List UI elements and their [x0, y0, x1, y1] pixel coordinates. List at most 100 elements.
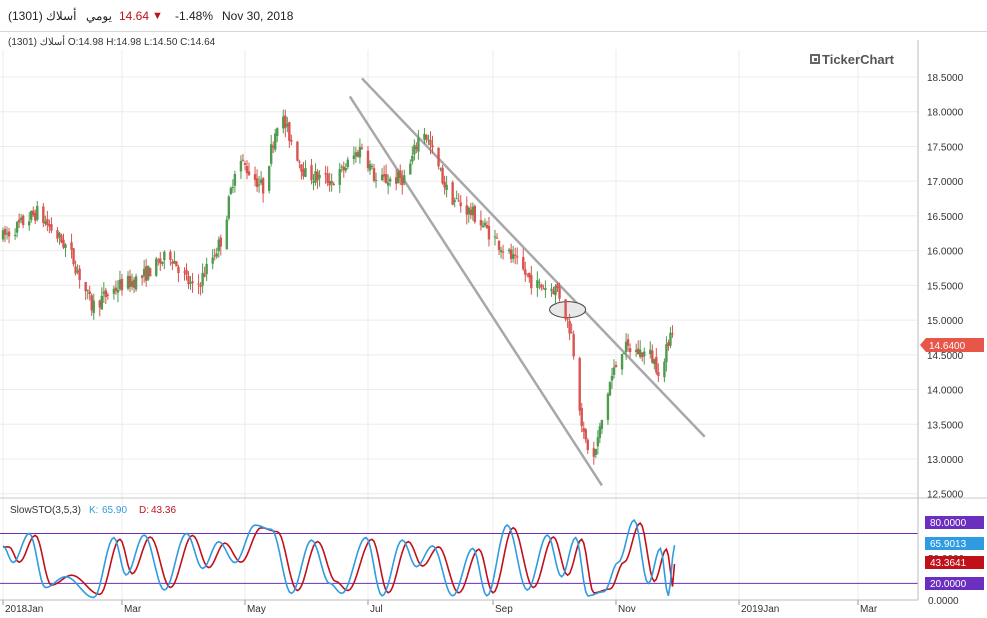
price-chart-area[interactable]: 18.5000 18.0000 17.5000 17.0000 16.5000 16.00… — [0, 31, 987, 618]
candle-body — [580, 407, 583, 427]
candle-body — [536, 280, 539, 288]
candle-body — [568, 321, 571, 334]
candle-body — [245, 166, 249, 174]
candle-body — [185, 269, 188, 275]
candle-body — [643, 351, 646, 357]
x-tick-label: Sep — [495, 604, 513, 615]
candle-body — [78, 268, 81, 280]
candle-body — [261, 178, 265, 194]
candle-body — [425, 134, 428, 140]
candle-body — [455, 198, 458, 200]
candle-body — [3, 229, 7, 235]
candle-body — [499, 250, 503, 253]
candle-body — [231, 187, 235, 189]
candle-body — [636, 348, 640, 355]
candle-body — [219, 237, 222, 247]
candle-body — [44, 221, 47, 224]
candle-body — [582, 428, 585, 432]
candle-body — [92, 300, 95, 313]
candle-body — [572, 334, 575, 357]
trendline — [361, 77, 706, 438]
candle-body — [465, 205, 468, 215]
candle-body — [368, 164, 372, 171]
candle-body — [594, 448, 598, 455]
symbol-name[interactable]: أسلاك (1301) — [8, 9, 77, 23]
candle-body — [76, 271, 79, 273]
candle-body — [126, 275, 130, 289]
last-price: 14.64 — [119, 9, 150, 23]
candle-body — [213, 255, 216, 257]
candle-body — [233, 173, 237, 186]
candle-body — [34, 212, 37, 221]
candle-body — [130, 281, 134, 287]
candle-body — [554, 286, 557, 296]
candle-body — [653, 359, 656, 364]
y-tick-label: 14.0000 — [927, 386, 964, 397]
candle-body — [199, 285, 202, 287]
candle-body — [58, 232, 61, 237]
candle-body — [7, 231, 11, 237]
candle-body — [169, 251, 172, 260]
candle-body — [70, 242, 73, 250]
candle-body — [274, 133, 277, 150]
candle-body — [183, 271, 186, 273]
sto-k-line — [2, 518, 676, 599]
candle-body — [284, 115, 287, 128]
candle-body — [495, 237, 499, 239]
sto-k-prefix: K: — [89, 505, 98, 516]
candle-body — [622, 352, 626, 354]
candle-body — [538, 282, 541, 284]
candle-body — [62, 239, 65, 248]
candle-body — [104, 290, 108, 298]
candle-body — [524, 269, 527, 275]
candle-body — [302, 169, 305, 177]
candle-body — [511, 254, 515, 259]
candle-body — [42, 206, 45, 223]
candle-body — [566, 318, 569, 320]
candle-body — [515, 256, 519, 258]
candle-body — [610, 375, 614, 381]
candle-body — [46, 219, 49, 226]
sto-k-value: 65.90 — [102, 505, 127, 516]
candle-body — [32, 210, 35, 216]
candle-body — [663, 361, 666, 378]
candle-body — [90, 295, 93, 311]
candle-body — [459, 202, 462, 207]
y-tick-label: 15.0000 — [927, 316, 964, 327]
candle-body — [453, 200, 456, 203]
candle-body — [479, 220, 483, 226]
sto-tick-0: 0.0000 — [928, 596, 959, 607]
sto-badge-80: 80.0000 — [925, 516, 984, 529]
brand-label: TickerChart — [822, 52, 895, 67]
svg-text:80.0000: 80.0000 — [930, 518, 967, 529]
candle-body — [28, 221, 31, 226]
candle-body — [526, 273, 529, 275]
candle-body — [227, 196, 231, 219]
period-label[interactable]: يومي — [86, 9, 112, 23]
candle-body — [30, 210, 33, 221]
candle-body — [441, 167, 444, 184]
candle-body — [596, 437, 600, 447]
candle-body — [481, 225, 485, 228]
candle-body — [374, 179, 378, 181]
candle-body — [473, 206, 477, 222]
svg-text:65.9013: 65.9013 — [930, 539, 967, 550]
candle-body — [296, 141, 299, 161]
sto-d-prefix: D: — [139, 505, 149, 516]
candle-body — [372, 168, 376, 181]
sto-badge-k: 65.9013 — [925, 537, 984, 550]
candle-body — [641, 352, 644, 358]
candle-body — [386, 182, 390, 186]
candle-body — [326, 173, 329, 183]
candle-body — [388, 178, 392, 182]
candle-body — [427, 139, 430, 141]
candle-body — [177, 266, 180, 274]
candle-body — [282, 116, 285, 129]
candle-body — [507, 249, 511, 252]
candle-body — [397, 171, 400, 184]
y-tick-label: 14.5000 — [927, 351, 964, 362]
candle-body — [550, 288, 553, 291]
candle-body — [530, 275, 533, 289]
candle-body — [116, 289, 120, 293]
candle-body — [203, 274, 206, 277]
